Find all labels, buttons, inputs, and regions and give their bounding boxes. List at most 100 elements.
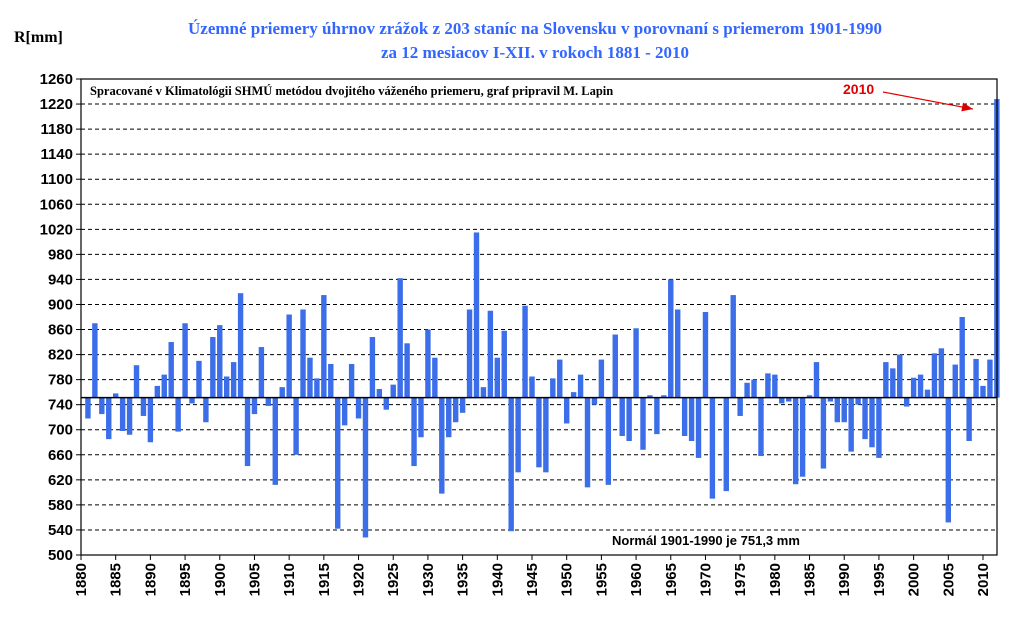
bar-1951 (570, 392, 577, 398)
bar-1937 (473, 232, 480, 398)
bar-1887 (126, 397, 133, 435)
chart-title-line2: za 12 mesiacov I-XII. v rokoch 1881 - 20… (381, 43, 689, 62)
bar-1903 (237, 293, 244, 398)
x-tick-label: 1915 (316, 563, 333, 596)
y-tick-label: 1020 (40, 221, 73, 238)
x-tick-label: 1885 (108, 563, 125, 596)
y-tick-label: 660 (48, 447, 73, 464)
bar-1960 (633, 328, 639, 398)
bar-1956 (605, 397, 612, 485)
bar-1962 (647, 395, 653, 398)
bar-1954 (591, 397, 598, 405)
bar-1914 (314, 378, 320, 398)
bar-1895 (182, 323, 188, 398)
bar-1970 (702, 311, 709, 398)
bar-1897 (196, 360, 202, 398)
bar-1966 (675, 309, 681, 398)
bar-2002 (924, 389, 931, 398)
bar-2008 (966, 397, 972, 442)
x-tick-label: 1960 (628, 563, 645, 596)
bar-1920 (355, 397, 362, 419)
bar-1936 (466, 309, 473, 398)
chart-title-line1: Územné priemery úhrnov zrážok z 203 stan… (188, 19, 882, 38)
bar-1883 (99, 397, 105, 415)
bar-1916 (328, 363, 334, 398)
bar-2007 (959, 317, 965, 398)
bar-1902 (230, 362, 237, 398)
y-tick-label: 980 (48, 246, 73, 263)
bar-1917 (335, 397, 341, 529)
bar-1924 (383, 397, 389, 410)
x-tick-label: 1950 (559, 563, 576, 596)
bar-1982 (786, 397, 792, 402)
y-tick-label: 900 (48, 296, 73, 313)
bar-1948 (550, 378, 556, 398)
bar-1993 (862, 397, 868, 440)
bar-1957 (612, 334, 618, 398)
bar-1995 (876, 397, 882, 458)
bar-1968 (688, 397, 695, 442)
x-tick-label: 1965 (663, 563, 680, 596)
bar-1961 (640, 397, 646, 450)
y-tick-label: 700 (48, 422, 73, 439)
bar-1934 (452, 397, 459, 423)
bar-1888 (133, 365, 140, 398)
bar-1941 (501, 330, 507, 398)
y-tick-label: 1260 (40, 71, 73, 88)
bar-1990 (841, 397, 847, 423)
bar-1898 (203, 397, 209, 423)
bar-1892 (161, 374, 167, 398)
bar-2006 (952, 364, 958, 398)
x-tick-label: 1975 (732, 563, 749, 596)
x-tick-label: 1945 (524, 563, 541, 596)
x-axis-ticks: 1880 1885 1890 1895 1900 1905 1910 1915 1920 1925… (73, 555, 992, 596)
bar-1985 (806, 395, 813, 398)
bar-2011 (987, 359, 993, 398)
y-axis-label: R[mm] (14, 29, 63, 46)
bar-1935 (459, 397, 466, 413)
x-tick-label: 1980 (767, 563, 784, 596)
bar-1994 (869, 397, 875, 448)
y-tick-label: 500 (48, 547, 73, 564)
x-tick-label: 1895 (177, 563, 194, 596)
bar-1940 (494, 357, 501, 398)
bar-1901 (224, 376, 230, 398)
bar-1939 (487, 310, 494, 398)
bar-1894 (175, 397, 181, 432)
bar-1975 (737, 397, 743, 416)
bar-1890 (147, 397, 154, 443)
y-tick-label: 1100 (40, 171, 73, 188)
bar-1896 (189, 397, 195, 404)
bar-1991 (848, 397, 854, 452)
bar-1893 (168, 342, 174, 398)
x-tick-label: 1910 (281, 563, 298, 596)
bar-1998 (897, 354, 903, 398)
annotation-2010-arrowhead (961, 102, 973, 112)
bar-1967 (681, 397, 688, 436)
x-tick-label: 1970 (697, 563, 714, 596)
bar-1992 (855, 397, 861, 405)
bar-1988 (827, 397, 834, 402)
x-tick-label: 1920 (351, 563, 368, 596)
y-tick-label: 540 (48, 522, 73, 539)
x-tick-label: 1890 (142, 563, 159, 596)
bar-1885 (112, 393, 119, 398)
bar-1986 (813, 362, 820, 398)
bar-1921 (362, 397, 369, 538)
bar-1886 (119, 397, 126, 431)
bar-1911 (293, 397, 299, 455)
bar-1953 (584, 397, 591, 488)
bar-1891 (154, 385, 161, 398)
bar-1930 (425, 329, 431, 398)
y-tick-label: 1060 (40, 196, 73, 213)
bar-1913 (307, 357, 313, 398)
bar-1933 (446, 397, 452, 438)
y-tick-label: 740 (48, 397, 73, 414)
bar-1969 (695, 397, 702, 458)
x-tick-label: 1880 (73, 563, 90, 596)
y-tick-label: 1180 (40, 121, 73, 138)
bar-1958 (619, 397, 625, 436)
bar-1889 (140, 397, 147, 416)
annotation-2010-label: 2010 (843, 81, 874, 97)
